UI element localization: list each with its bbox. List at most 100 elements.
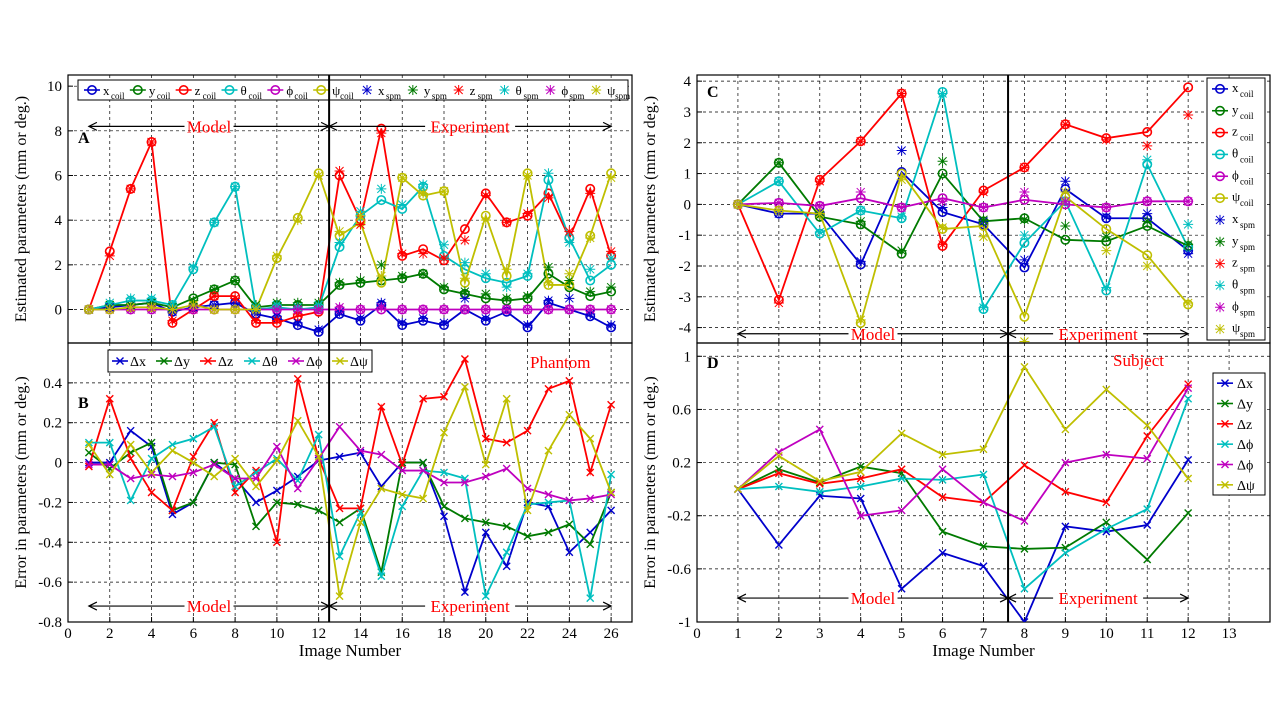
d-ytick-label: 0.6 — [672, 402, 691, 418]
c-legend-marker — [1215, 149, 1226, 160]
c-annotation-label: Model — [851, 325, 896, 344]
d-point-x-x — [897, 584, 906, 593]
d-arrowhead-left — [736, 593, 747, 603]
b-point-y-x — [440, 502, 448, 511]
c-legend-marker — [1215, 83, 1226, 94]
c-point-z-star — [855, 136, 866, 147]
d-annotation-1: Experiment — [1006, 589, 1190, 608]
a-point-y-star — [585, 286, 596, 297]
b-point-phi-x — [231, 474, 240, 483]
d-legend-entry: Δϕ — [1217, 438, 1253, 453]
a-legend-entry: ϕ coil — [267, 83, 308, 101]
a-point-y-star — [606, 282, 617, 293]
b-point-theta-x — [335, 552, 344, 561]
c-point-y-star — [978, 214, 989, 225]
a-legend-marker — [178, 85, 189, 96]
d-line-phi — [737, 387, 1189, 523]
a-legend-label: x — [103, 83, 110, 98]
b-point-x-x — [502, 562, 511, 571]
d-point-x-x — [1143, 521, 1152, 530]
c-point-y-star — [1183, 239, 1194, 250]
c-point-z-star — [937, 239, 948, 250]
d-ytick-label: 1 — [684, 349, 692, 365]
a-point-z-star — [251, 315, 261, 326]
d-point-theta-x — [1143, 505, 1152, 514]
c-series-phi-star — [732, 187, 1194, 213]
b-point-y-x — [335, 518, 344, 527]
b-legend-label: Δz — [218, 355, 233, 370]
a-point-z-star — [125, 183, 136, 194]
a-legend-sub: spm — [615, 91, 630, 101]
a-point-z-star — [209, 291, 220, 302]
d-xtick-label: 0 — [693, 626, 701, 642]
c-legend-label: θ — [1232, 145, 1238, 160]
b-point-theta-x — [586, 594, 595, 603]
b-point-psi-x — [105, 470, 114, 479]
b-point-phi-x — [84, 460, 93, 469]
a-point-psi-star — [146, 302, 157, 313]
c-point-phi-star — [1101, 202, 1112, 213]
a-legend-marker — [224, 85, 235, 96]
a-point-x-star — [606, 320, 617, 331]
a-point-phi-star — [480, 304, 491, 315]
b-point-phi-x — [481, 472, 490, 481]
c-point-z-star — [978, 187, 989, 198]
a-point-phi-star — [376, 302, 387, 313]
c-point-psi-star — [1101, 245, 1112, 256]
b-series-psi-x — [84, 382, 616, 601]
a-point-y-star — [397, 271, 408, 281]
a-point-x-star — [543, 295, 554, 306]
d-line-theta — [737, 398, 1189, 591]
d-point-psi-x — [733, 485, 742, 494]
b-legend-entry: Δθ — [244, 355, 278, 370]
panel-b-legend: Δx Δy Δz Δθ Δϕ Δψ — [107, 349, 373, 373]
a-arrowhead-left — [327, 121, 338, 131]
d-legend-label: Δϕ — [1237, 459, 1253, 474]
c-arrowhead-right — [1179, 329, 1190, 339]
b-point-phi-x — [502, 464, 511, 473]
a-point-z-star — [397, 248, 408, 259]
c-point-z-circle — [1142, 126, 1153, 137]
c-legend-label: x — [1232, 80, 1239, 95]
a-ytick-label: 2 — [55, 258, 63, 274]
d-legend-label: Δy — [1237, 398, 1253, 413]
d-ytick-label: -0.6 — [667, 562, 691, 578]
a-point-theta-star — [397, 199, 408, 210]
a-point-z-star — [480, 190, 491, 201]
a-point-phi-star — [313, 304, 324, 315]
c-point-z-star — [1101, 134, 1112, 145]
c-point-psi-star — [978, 231, 989, 242]
b-point-x-x — [481, 528, 490, 537]
c-legend-sub: coil — [1240, 89, 1254, 99]
a-point-z-star — [501, 217, 512, 228]
a-point-z-star — [230, 293, 241, 304]
a-point-psi-star — [585, 233, 596, 244]
b-point-y-x — [523, 532, 532, 541]
d-xtick-label: 5 — [898, 626, 906, 642]
a-point-phi-star — [606, 304, 617, 315]
c-ytick-label: 1 — [684, 167, 692, 183]
a-point-theta-star — [564, 237, 575, 248]
c-point-x-star — [855, 256, 866, 267]
a-point-psi-star — [209, 304, 220, 315]
a-point-phi-star — [418, 304, 429, 315]
d-point-psi-x — [856, 467, 865, 476]
d-point-psi-x — [1061, 425, 1070, 434]
d-xtick-label: 11 — [1140, 626, 1154, 642]
a-point-z-circle — [459, 224, 470, 235]
panel-c-series — [732, 82, 1194, 343]
a-point-x-star — [564, 293, 575, 304]
b-point-phi-x — [105, 460, 114, 469]
b-point-x-x — [126, 426, 135, 435]
b-point-psi-x — [252, 482, 260, 491]
d-point-z-x — [897, 465, 906, 474]
d-point-x-x — [856, 494, 865, 503]
a-legend-marker — [407, 85, 418, 95]
a-point-y-star — [501, 293, 512, 304]
c-ytick-label: -3 — [679, 290, 692, 306]
a-point-phi-star — [564, 304, 575, 315]
b-point-psi-x — [356, 518, 365, 527]
b-series-phi-x — [84, 422, 616, 505]
a-point-z-star — [146, 137, 157, 147]
